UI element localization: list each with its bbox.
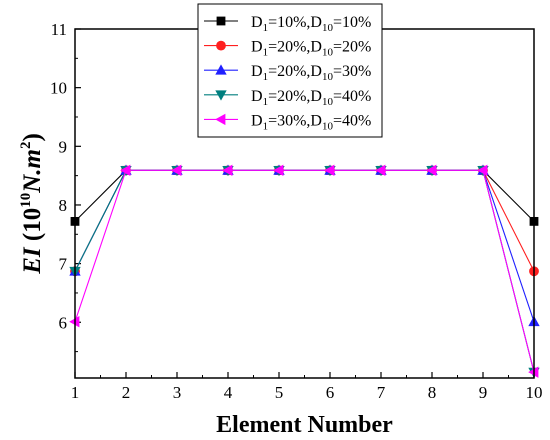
legend-item: D1=30%,D10=40%: [204, 112, 371, 132]
series-group: [69, 164, 539, 378]
x-tick-label: 10: [526, 383, 543, 402]
x-ticks: 1 2 3 4 5 6 7 8 9 10: [71, 372, 543, 402]
legend-label-part: D: [251, 112, 263, 129]
legend-label-part: 1: [263, 120, 269, 132]
series-line: [74, 169, 535, 322]
series-line: [74, 169, 535, 272]
legend-label: D1=20%,D10=20%: [251, 39, 371, 59]
legend-label-part: D: [251, 63, 263, 80]
x-tick-label: 7: [377, 383, 386, 402]
legend-label-part: 10: [322, 22, 334, 34]
x-tick-label: 1: [71, 383, 80, 402]
legend-label-part: D: [251, 14, 263, 31]
y-title-unit-exp: 2: [18, 142, 34, 150]
x-axis-title: Element Number: [216, 412, 393, 438]
legend-label-part: =10%: [333, 14, 371, 31]
series-group: [69, 165, 540, 378]
legend-label-part: D: [251, 88, 263, 105]
data-point-marker: [375, 164, 386, 177]
legend-item: D1=20%,D10=40%: [204, 88, 371, 108]
y-ticks: 6 7 8 9 10 11: [50, 20, 81, 353]
legend-label-part: D: [251, 39, 263, 56]
x-tick-label: 3: [173, 383, 182, 402]
legend-label: D1=20%,D10=30%: [251, 63, 371, 83]
legend-label-part: =20%,D: [268, 63, 322, 80]
legend-item: D1=20%,D10=20%: [204, 39, 371, 59]
legend-item: D1=10%,D10=10%: [204, 14, 371, 34]
legend-label-part: 10: [322, 71, 334, 83]
legend-label-part: 1: [263, 47, 269, 59]
y-title-main: EI: [19, 246, 46, 275]
legend-label-part: =40%: [333, 88, 371, 105]
legend-label-part: 1: [263, 22, 269, 34]
y-tick-label: 7: [59, 255, 68, 274]
legend-label: D1=10%,D10=10%: [251, 14, 371, 34]
series-line: [74, 169, 535, 373]
y-tick-label: 8: [59, 196, 68, 215]
data-point-marker: [273, 164, 284, 177]
series-layer: [69, 164, 540, 378]
legend-label-part: 10: [322, 96, 334, 108]
y-tick-label: 6: [59, 313, 68, 332]
series-line: [74, 169, 535, 373]
y-tick-label: 11: [51, 20, 67, 39]
x-tick-label: 6: [326, 383, 335, 402]
x-tick-label: 9: [479, 383, 488, 402]
series-group: [69, 164, 540, 327]
data-point-marker: [215, 113, 226, 126]
legend-item: D1=20%,D10=30%: [204, 63, 371, 83]
series-line: [74, 169, 535, 222]
y-axis-title: EI (1010N.m2): [18, 133, 46, 275]
y-title-exp: 10: [18, 193, 34, 208]
x-tick-label: 4: [224, 383, 233, 402]
legend-label-part: =20%: [333, 39, 371, 56]
data-point-marker: [324, 164, 335, 177]
data-point-marker: [216, 40, 226, 51]
data-point-marker: [477, 164, 488, 177]
data-point-marker: [426, 164, 437, 177]
data-point-marker: [222, 164, 233, 177]
data-point-marker: [215, 90, 227, 101]
series-group: [70, 165, 539, 226]
x-tick-label: 2: [122, 383, 131, 402]
data-point-marker: [215, 64, 227, 75]
legend-label-part: 10: [322, 120, 334, 132]
legend-label-part: =40%: [333, 112, 371, 129]
legend-label-part: =20%,D: [268, 88, 322, 105]
legend-label-part: =30%,D: [268, 112, 322, 129]
data-point-marker: [216, 16, 226, 26]
data-point-marker: [120, 164, 131, 177]
data-point-marker: [171, 164, 182, 177]
series-group: [70, 165, 539, 277]
legend-label-part: 10: [322, 47, 334, 59]
legend-label: D1=30%,D10=40%: [251, 112, 371, 132]
y-title-open: (10: [19, 208, 46, 248]
legend: D1=10%,D10=10%D1=20%,D10=20%D1=20%,D10=3…: [197, 3, 383, 138]
y-tick-label: 10: [50, 79, 67, 98]
y-title-close: ): [19, 133, 46, 141]
legend-label-part: 1: [263, 96, 269, 108]
y-tick-label: 9: [59, 137, 68, 156]
x-tick-label: 5: [275, 383, 284, 402]
legend-label-part: =30%: [333, 63, 371, 80]
legend-label-part: =20%,D: [268, 39, 322, 56]
y-title-unit: N.m: [19, 149, 46, 194]
legend-label-part: =10%,D: [268, 14, 322, 31]
x-tick-label: 8: [428, 383, 437, 402]
legend-label: D1=20%,D10=40%: [251, 88, 371, 108]
legend-label-part: 1: [263, 71, 269, 83]
